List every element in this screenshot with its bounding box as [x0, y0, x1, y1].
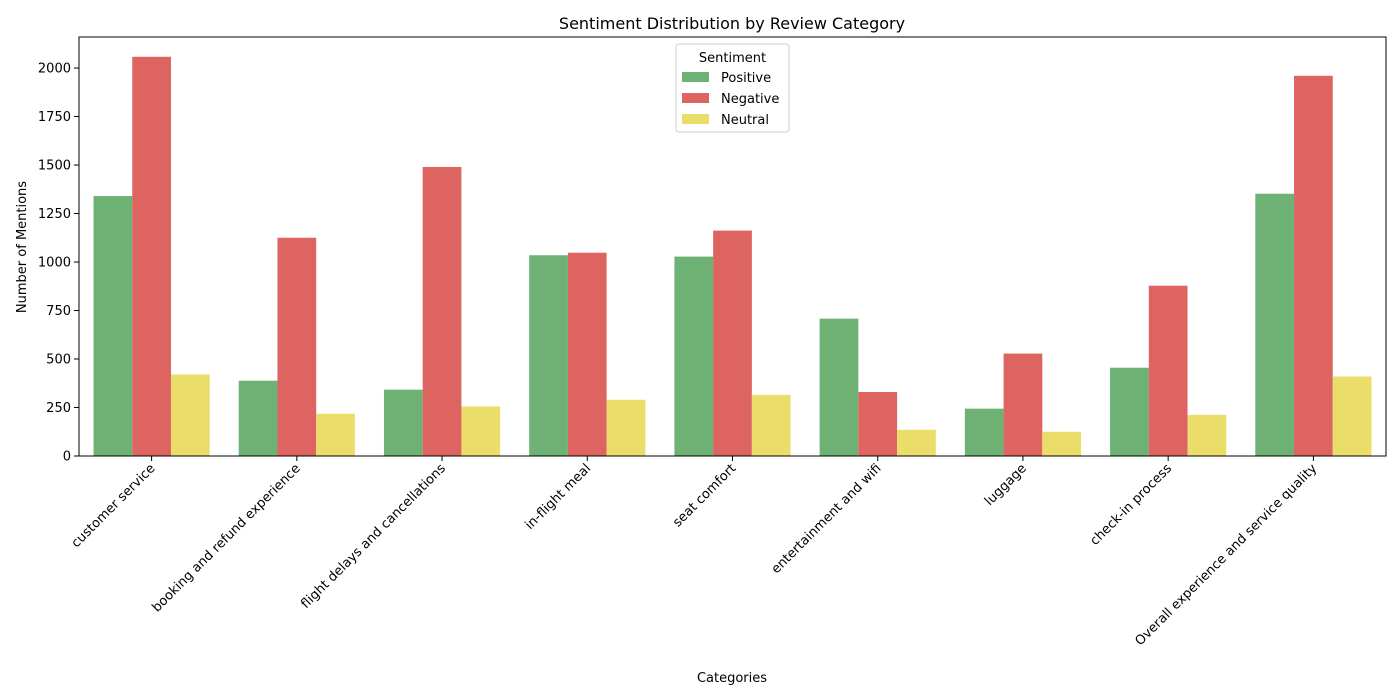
- bar-positive-4: [674, 256, 714, 456]
- bar-neutral-7: [1187, 414, 1227, 456]
- bar-negative-3: [567, 252, 607, 456]
- bar-positive-0: [93, 196, 133, 456]
- legend-label-positive: Positive: [721, 71, 771, 86]
- y-tick-label: 250: [46, 401, 71, 416]
- legend-swatch-negative: [682, 93, 709, 103]
- y-tick-label: 1500: [38, 159, 71, 174]
- bar-negative-4: [713, 230, 752, 456]
- bar-negative-8: [1294, 75, 1333, 457]
- bar-positive-6: [964, 408, 1004, 456]
- x-tick-label: booking and refund experience: [149, 461, 303, 615]
- y-tick-label: 1000: [38, 256, 71, 271]
- y-axis-label: Number of Mentions: [15, 181, 30, 313]
- x-tick-label: check-in process: [1088, 461, 1176, 549]
- bar-neutral-6: [1042, 431, 1082, 456]
- bar-negative-2: [422, 166, 462, 456]
- legend-swatch-positive: [682, 72, 709, 82]
- bar-negative-7: [1148, 285, 1188, 456]
- bar-neutral-4: [751, 394, 791, 456]
- bar-negative-6: [1003, 353, 1043, 456]
- bar-negative-1: [277, 237, 317, 456]
- legend-label-neutral: Neutral: [721, 113, 769, 128]
- x-tick-label: flight delays and cancellations: [298, 461, 449, 612]
- bar-neutral-8: [1332, 376, 1372, 456]
- legend-box: [675, 43, 790, 133]
- legend-swatch-neutral: [682, 114, 709, 124]
- y-tick-label: 1750: [38, 110, 71, 125]
- x-tick-label: entertainment and wifi: [769, 461, 885, 577]
- bar-neutral-0: [170, 374, 210, 456]
- bar-neutral-1: [316, 413, 355, 456]
- y-tick-label: 2000: [38, 62, 71, 77]
- x-tick-label: seat comfort: [670, 461, 739, 530]
- x-tick-label: in-flight meal: [522, 461, 594, 533]
- x-axis-label: Categories: [697, 671, 767, 686]
- bar-positive-7: [1110, 367, 1149, 456]
- bar-positive-2: [383, 389, 423, 456]
- bar-positive-1: [238, 380, 278, 456]
- legend-title: Sentiment: [699, 51, 766, 66]
- plot-frame: [78, 36, 1387, 457]
- bar-positive-3: [529, 255, 568, 456]
- y-tick-label: 500: [46, 353, 71, 368]
- bar-negative-5: [858, 391, 898, 456]
- y-tick-label: 750: [46, 304, 71, 319]
- bar-negative-0: [132, 56, 171, 456]
- x-tick-label: luggage: [982, 461, 1030, 509]
- bar-neutral-3: [606, 399, 646, 456]
- x-tick-label: Overall experience and service quality: [1132, 461, 1320, 649]
- bar-neutral-2: [461, 406, 501, 456]
- y-tick-label: 1250: [38, 207, 71, 222]
- legend: Sentiment Positive Negative Neutral: [675, 43, 790, 133]
- bar-neutral-5: [897, 429, 936, 456]
- bar-positive-5: [819, 318, 859, 456]
- x-tick-label: customer service: [69, 461, 159, 551]
- chart-title: Sentiment Distribution by Review Categor…: [559, 14, 905, 33]
- bar-positive-8: [1255, 193, 1295, 457]
- y-tick-label: 0: [63, 450, 71, 465]
- legend-label-negative: Negative: [721, 92, 779, 107]
